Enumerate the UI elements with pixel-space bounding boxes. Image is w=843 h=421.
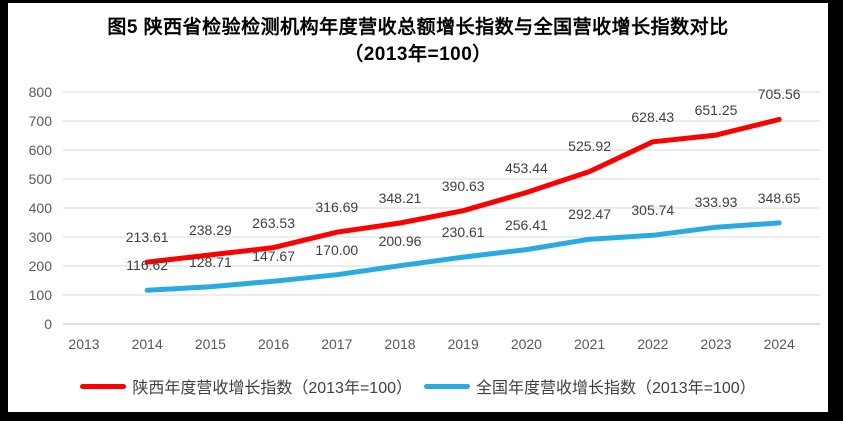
frame-top-border (0, 0, 843, 3)
data-label: 628.43 (631, 108, 675, 125)
data-label: 316.69 (315, 199, 359, 216)
data-label: 292.47 (568, 206, 611, 223)
x-tick-label: 2019 (447, 336, 479, 352)
y-tick-label: 100 (28, 287, 52, 303)
y-tick-label: 700 (28, 113, 52, 129)
data-label: 170.00 (315, 241, 359, 258)
x-tick-label: 2017 (321, 336, 353, 352)
y-tick-label: 500 (28, 171, 52, 187)
data-label: 348.21 (378, 190, 422, 207)
data-label: 238.29 (188, 221, 232, 238)
x-tick-label: 2023 (700, 336, 732, 352)
legend-item-national: 全国年度营收增长指数（2013年=100） (424, 374, 756, 398)
chart-legend: 陕西年度营收增长指数（2013年=100） 全国年度营收增长指数（2013年=1… (8, 374, 828, 398)
legend-item-shaanxi: 陕西年度营收增长指数（2013年=100） (80, 374, 412, 398)
data-label: 651.25 (694, 102, 738, 119)
data-label: 200.96 (378, 232, 422, 249)
y-tick-label: 300 (28, 229, 52, 245)
data-label: 147.67 (252, 248, 295, 265)
data-label: 525.92 (568, 138, 611, 155)
series-line-shaanxi (144, 116, 782, 265)
frame-right-border (828, 0, 843, 421)
x-tick-label: 2021 (574, 336, 606, 352)
data-label: 333.93 (694, 194, 738, 211)
y-tick-label: 200 (28, 258, 52, 274)
legend-line-swatch-shaanxi (80, 383, 127, 389)
frame-left-border (0, 0, 8, 421)
x-tick-label: 2024 (763, 336, 795, 352)
y-tick-label: 600 (28, 142, 52, 158)
data-label: 263.53 (252, 214, 295, 231)
data-label: 256.41 (504, 216, 548, 233)
frame-bottom-border (0, 412, 843, 421)
x-tick-label: 2022 (637, 336, 669, 352)
chart-title-line1: 图5 陕西省检验检测机构年度营收总额增长指数与全国营收增长指数对比 (107, 17, 729, 38)
x-tick-label: 2018 (384, 336, 416, 352)
legend-line-swatch-national (424, 383, 470, 389)
x-tick-label: 2020 (510, 336, 542, 352)
x-tick-label: 2014 (131, 336, 163, 352)
data-label: 705.56 (757, 86, 801, 103)
data-label: 390.63 (441, 177, 485, 194)
data-label: 453.44 (504, 159, 548, 176)
data-label: 116.62 (126, 257, 169, 274)
data-label: 348.65 (757, 189, 801, 206)
legend-label-national: 全国年度营收增长指数（2013年=100） (476, 380, 756, 397)
data-label: 128.71 (188, 253, 232, 270)
data-label: 305.74 (631, 202, 675, 219)
x-tick-label: 2016 (258, 336, 290, 352)
chart-title-line2: （2013年=100） (344, 44, 492, 65)
data-label: 213.61 (125, 229, 169, 246)
x-tick-label: 2015 (194, 336, 226, 352)
y-tick-label: 0 (44, 316, 52, 332)
series-line-national (144, 220, 782, 293)
y-tick-label: 400 (28, 200, 52, 216)
x-tick-label: 2013 (68, 336, 100, 352)
legend-label-shaanxi: 陕西年度营收增长指数（2013年=100） (132, 380, 412, 397)
y-tick-label: 800 (28, 84, 52, 100)
data-label: 230.61 (441, 224, 485, 241)
chart-title: 图5 陕西省检验检测机构年度营收总额增长指数与全国营收增长指数对比 （2013年… (8, 14, 828, 68)
